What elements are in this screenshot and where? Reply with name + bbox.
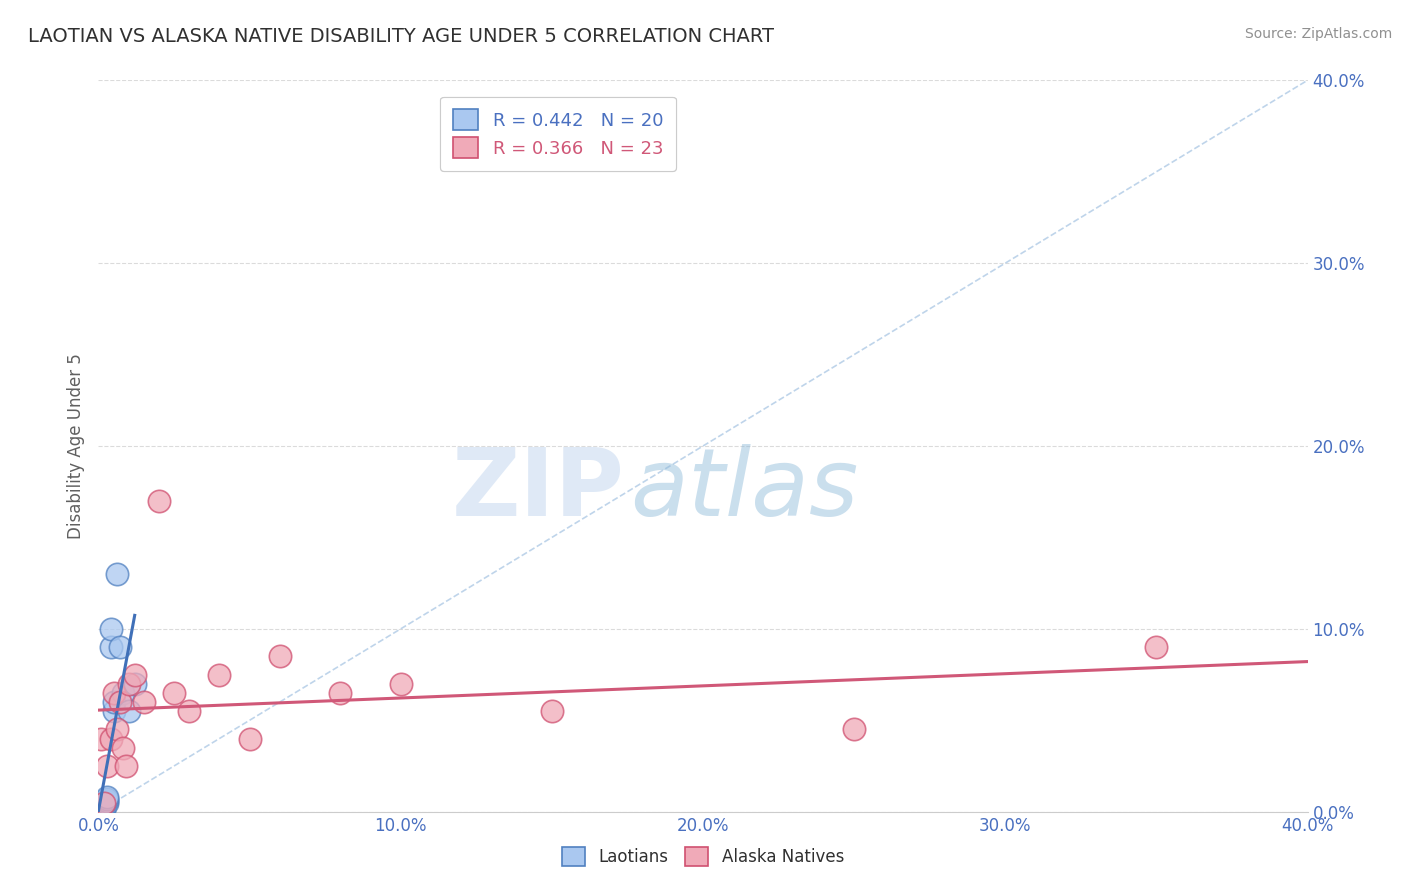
Point	[118, 704, 141, 718]
Point	[329, 686, 352, 700]
Point	[108, 695, 131, 709]
Point	[1144, 640, 1167, 655]
Point	[90, 731, 112, 746]
Point	[118, 676, 141, 690]
Point	[96, 792, 118, 806]
Point	[111, 686, 134, 700]
Point	[540, 704, 562, 718]
Point	[93, 803, 115, 817]
Point	[124, 676, 146, 690]
Point	[90, 803, 112, 817]
Point	[103, 686, 125, 700]
Point	[103, 695, 125, 709]
Point	[100, 640, 122, 655]
Point	[389, 676, 412, 690]
Point	[103, 704, 125, 718]
Point	[96, 796, 118, 810]
Point	[111, 740, 134, 755]
Point	[269, 649, 291, 664]
Point	[124, 667, 146, 681]
Point	[108, 640, 131, 655]
Point	[93, 801, 115, 815]
Y-axis label: Disability Age Under 5: Disability Age Under 5	[66, 353, 84, 539]
Point	[100, 622, 122, 636]
Point	[208, 667, 231, 681]
Point	[96, 794, 118, 808]
Point	[90, 799, 112, 814]
Point	[96, 759, 118, 773]
Legend: Laotians, Alaska Natives: Laotians, Alaska Natives	[554, 838, 852, 875]
Point	[96, 790, 118, 805]
Text: Source: ZipAtlas.com: Source: ZipAtlas.com	[1244, 27, 1392, 41]
Point	[105, 567, 128, 582]
Text: ZIP: ZIP	[451, 444, 624, 536]
Point	[93, 796, 115, 810]
Point	[148, 494, 170, 508]
Text: LAOTIAN VS ALASKA NATIVE DISABILITY AGE UNDER 5 CORRELATION CHART: LAOTIAN VS ALASKA NATIVE DISABILITY AGE …	[28, 27, 775, 45]
Legend: R = 0.442   N = 20, R = 0.366   N = 23: R = 0.442 N = 20, R = 0.366 N = 23	[440, 96, 676, 171]
Point	[163, 686, 186, 700]
Point	[105, 723, 128, 737]
Point	[93, 797, 115, 812]
Point	[100, 731, 122, 746]
Point	[844, 723, 866, 737]
Point	[93, 799, 115, 814]
Point	[90, 801, 112, 815]
Point	[114, 759, 136, 773]
Text: atlas: atlas	[630, 444, 859, 535]
Point	[179, 704, 201, 718]
Point	[239, 731, 262, 746]
Point	[132, 695, 155, 709]
